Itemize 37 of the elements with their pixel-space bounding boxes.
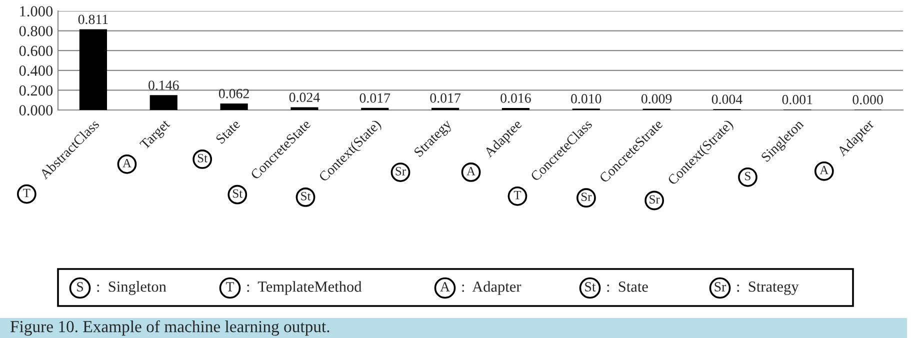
y-tick-label: 0.400 bbox=[19, 66, 53, 76]
data-label: 0.017 bbox=[360, 93, 390, 103]
text: A bbox=[466, 166, 476, 176]
data-label: 0.062 bbox=[218, 88, 249, 98]
text: A : Adapter bbox=[440, 281, 522, 295]
text: S bbox=[745, 172, 750, 180]
data-label: 0.004 bbox=[712, 94, 742, 104]
data-label: 0.146 bbox=[148, 80, 179, 90]
data-label: 0.001 bbox=[782, 94, 812, 104]
data-label: 0.000 bbox=[852, 95, 883, 104]
y-tick-label: 0.000 bbox=[19, 105, 53, 116]
text: Sr bbox=[650, 195, 660, 204]
text: St bbox=[198, 154, 208, 162]
text: St bbox=[233, 189, 243, 198]
y-tick-label: 0.200 bbox=[19, 85, 53, 96]
text: T : TemplateMethod bbox=[226, 281, 362, 295]
y-tick-label: 0.600 bbox=[19, 46, 53, 56]
text: S : Singleton bbox=[77, 281, 166, 295]
text: A bbox=[122, 158, 132, 168]
text: T bbox=[514, 191, 522, 200]
y-tick-label: 0.800 bbox=[19, 26, 53, 36]
caption: Figure 10. Example of machine learning output. bbox=[10, 320, 330, 336]
data-label: 0.016 bbox=[500, 93, 531, 103]
text: St bbox=[301, 192, 311, 200]
y-tick-label: 1.000 bbox=[20, 6, 53, 17]
text: Sr bbox=[581, 192, 592, 201]
data-label: 0.017 bbox=[430, 93, 461, 103]
text: Sr bbox=[396, 167, 406, 176]
text: Sr : Strategy bbox=[714, 282, 799, 295]
data-label: 0.010 bbox=[571, 94, 602, 104]
data-label: 0.811 bbox=[78, 14, 108, 24]
text: T bbox=[23, 188, 30, 198]
text: St : State bbox=[585, 282, 648, 292]
text: A bbox=[820, 166, 829, 174]
x-tick-label: State bbox=[215, 118, 241, 144]
data-label: 0.009 bbox=[641, 94, 672, 104]
data-label: 0.024 bbox=[289, 92, 320, 102]
